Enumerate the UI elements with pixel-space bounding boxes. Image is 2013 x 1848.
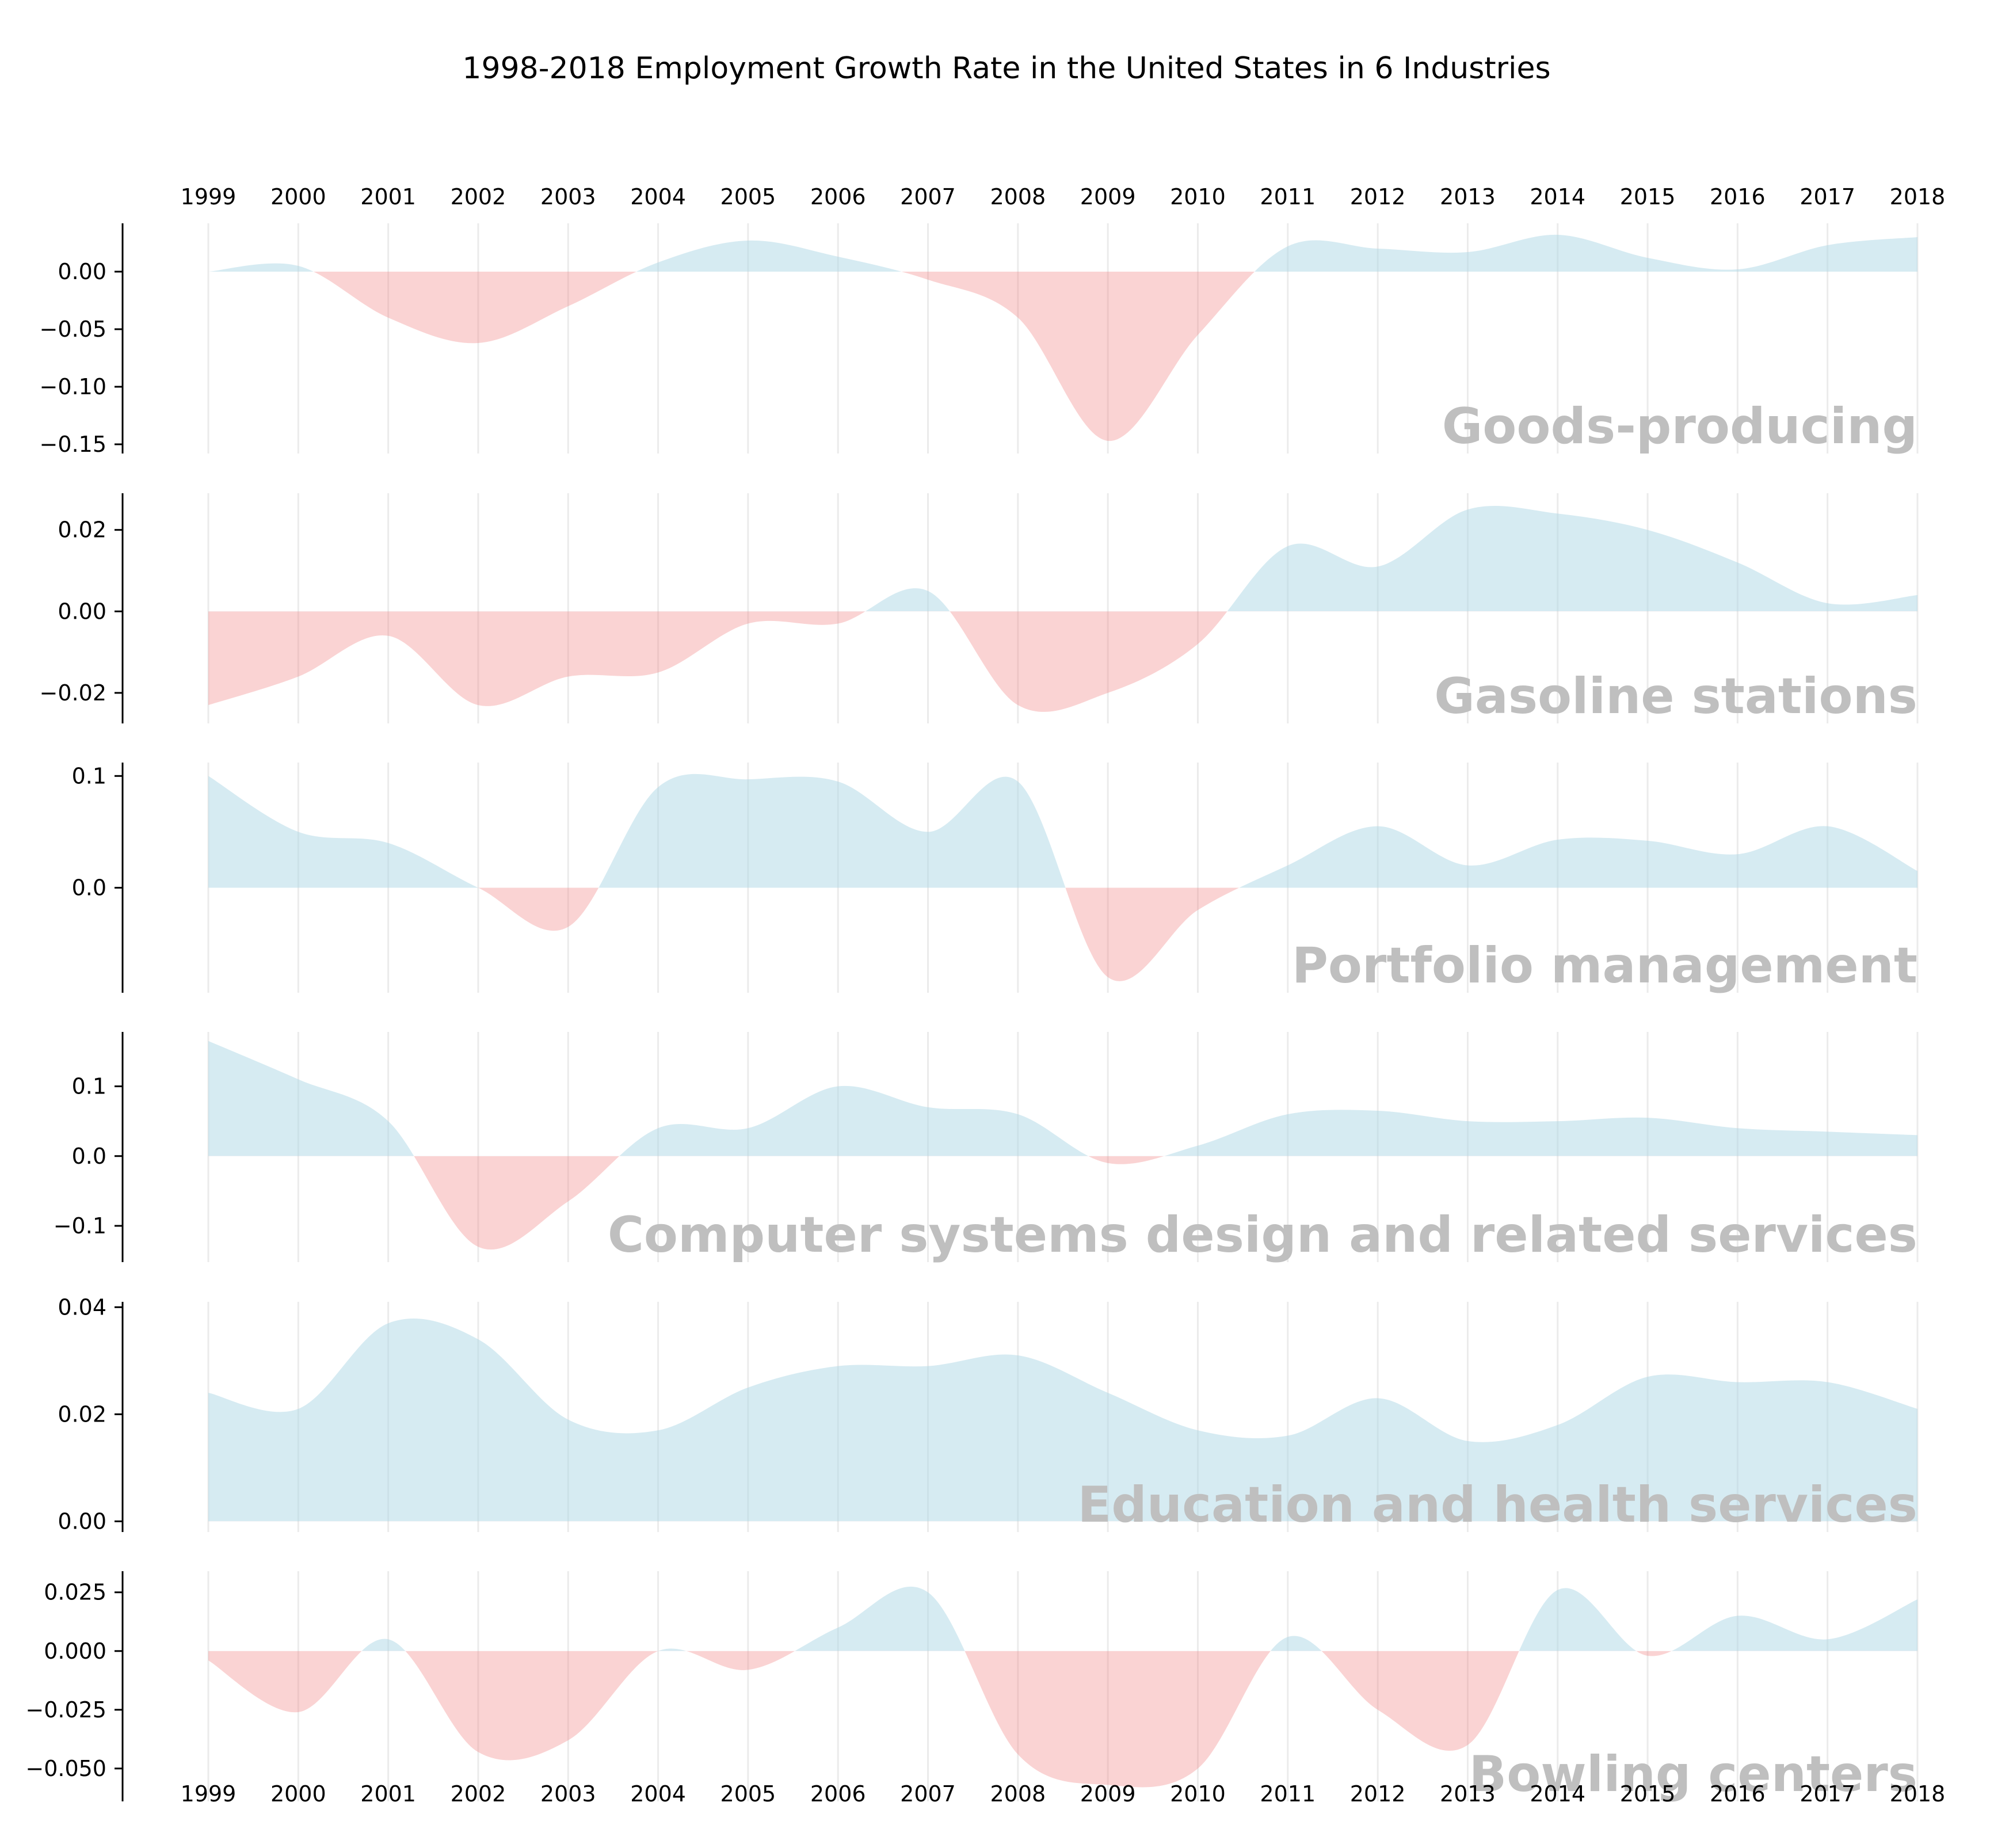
chart-title: 1998-2018 Employment Growth Rate in the … [462,51,1550,86]
top-x-tick-label: 2011 [1260,184,1316,209]
y-tick-label: 0.1 [72,1074,106,1099]
bottom-x-tick-label: 2017 [1800,1781,1855,1807]
top-x-tick-label: 2002 [451,184,506,209]
bottom-x-tick-label: 2007 [900,1781,956,1807]
top-x-tick-label: 2010 [1170,184,1226,209]
bottom-x-tick-label: 2009 [1080,1781,1136,1807]
y-tick-label: −0.025 [25,1697,106,1723]
top-x-tick-label: 2006 [810,184,866,209]
panel: 0.1 0.0 −0.1 Computer systems design and re… [54,1032,1919,1264]
top-x-tick-label: 2014 [1530,184,1585,209]
bottom-x-tick-label: 2010 [1170,1781,1226,1807]
bottom-x-tick-label: 2003 [540,1781,596,1807]
top-x-axis: 1999 2000 2001 2002 2003 2004 2005 2006 2007 2008… [181,184,1946,209]
bottom-x-tick-label: 2015 [1620,1781,1676,1807]
panel-label: Gasoline stations [1434,668,1917,725]
bottom-x-tick-label: 2002 [451,1781,506,1807]
positive-area [208,1041,1917,1156]
y-tick-label: 0.00 [58,599,106,624]
positive-area [361,1586,1917,1651]
y-tick-label: 0.1 [72,763,106,788]
bottom-x-axis: 1999 2000 2001 2002 2003 2004 2005 2006 2007 2008… [181,1781,1946,1807]
top-x-tick-label: 2016 [1710,184,1766,209]
y-tick-label: −0.10 [40,374,106,399]
y-tick-label: 0.00 [58,259,106,284]
panel: 0.025 0.000 −0.025 −0.050 Bowling centers [25,1571,1919,1803]
top-x-tick-label: 1999 [181,184,237,209]
top-x-tick-label: 2001 [360,184,416,209]
panel: 0.00 −0.05 −0.10 −0.15 Goods-producing [40,223,1919,457]
y-tick-label: 0.04 [58,1294,106,1320]
y-tick-label: 0.02 [58,1401,106,1427]
top-x-tick-label: 2007 [900,184,956,209]
bottom-x-tick-label: 2012 [1350,1781,1406,1807]
panel-label: Goods-producing [1442,398,1917,455]
chart-panels: 0.00−0.05−0.10−0.15 Goods-producing0.020.… [25,223,1919,1803]
top-x-tick-label: 2017 [1800,184,1855,209]
y-tick-label: −0.050 [25,1756,106,1781]
negative-area [208,272,1917,441]
top-x-tick-label: 2009 [1080,184,1136,209]
bottom-x-tick-label: 2006 [810,1781,866,1807]
bottom-x-tick-label: 1999 [181,1781,237,1807]
negative-area [208,611,1917,712]
top-x-tick-label: 2003 [540,184,596,209]
bottom-x-tick-label: 2013 [1440,1781,1496,1807]
top-x-tick-label: 2015 [1620,184,1676,209]
bottom-x-tick-label: 2018 [1890,1781,1946,1807]
bottom-x-tick-label: 2011 [1260,1781,1316,1807]
bottom-x-tick-label: 2014 [1530,1781,1585,1807]
top-x-tick-label: 2018 [1890,184,1946,209]
y-tick-label: −0.1 [54,1213,106,1239]
panel: 0.1 0.0 Portfolio management [72,763,1919,995]
negative-area [208,1156,1917,1250]
y-tick-label: 0.02 [58,517,106,543]
y-tick-label: −0.02 [40,680,106,706]
bottom-x-tick-label: 2001 [360,1781,416,1807]
negative-area [208,1521,1917,1522]
negative-area [208,1651,1917,1788]
y-tick-label: 0.0 [72,875,106,900]
top-x-tick-label: 2013 [1440,184,1496,209]
top-x-tick-label: 2000 [270,184,326,209]
panel: 0.04 0.02 0.00 Education and health service… [58,1294,1919,1534]
bottom-x-tick-label: 2004 [630,1781,686,1807]
bottom-x-tick-label: 2005 [720,1781,776,1807]
panel-label: Education and health services [1078,1476,1917,1534]
panel: 0.02 0.00 −0.02 Gasoline stations [40,493,1919,725]
bottom-x-tick-label: 2016 [1710,1781,1766,1807]
positive-area [208,1319,1917,1522]
y-tick-label: 0.025 [44,1580,106,1605]
bottom-x-tick-label: 2008 [990,1781,1046,1807]
top-x-tick-label: 2005 [720,184,776,209]
positive-area [208,234,1917,272]
positive-area [865,505,1917,612]
top-x-tick-label: 2008 [990,184,1046,209]
positive-area [208,774,1917,888]
panel-label: Portfolio management [1292,937,1917,995]
top-x-tick-label: 2004 [630,184,686,209]
panel-label: Bowling centers [1469,1746,1917,1803]
y-tick-label: −0.05 [40,317,106,342]
top-x-tick-label: 2012 [1350,184,1406,209]
y-tick-label: 0.000 [44,1639,106,1664]
y-tick-label: 0.0 [72,1144,106,1169]
panel-label: Computer systems design and related serv… [608,1206,1917,1264]
bottom-x-tick-label: 2000 [270,1781,326,1807]
y-tick-label: 0.00 [58,1508,106,1534]
y-tick-label: −0.15 [40,432,106,457]
